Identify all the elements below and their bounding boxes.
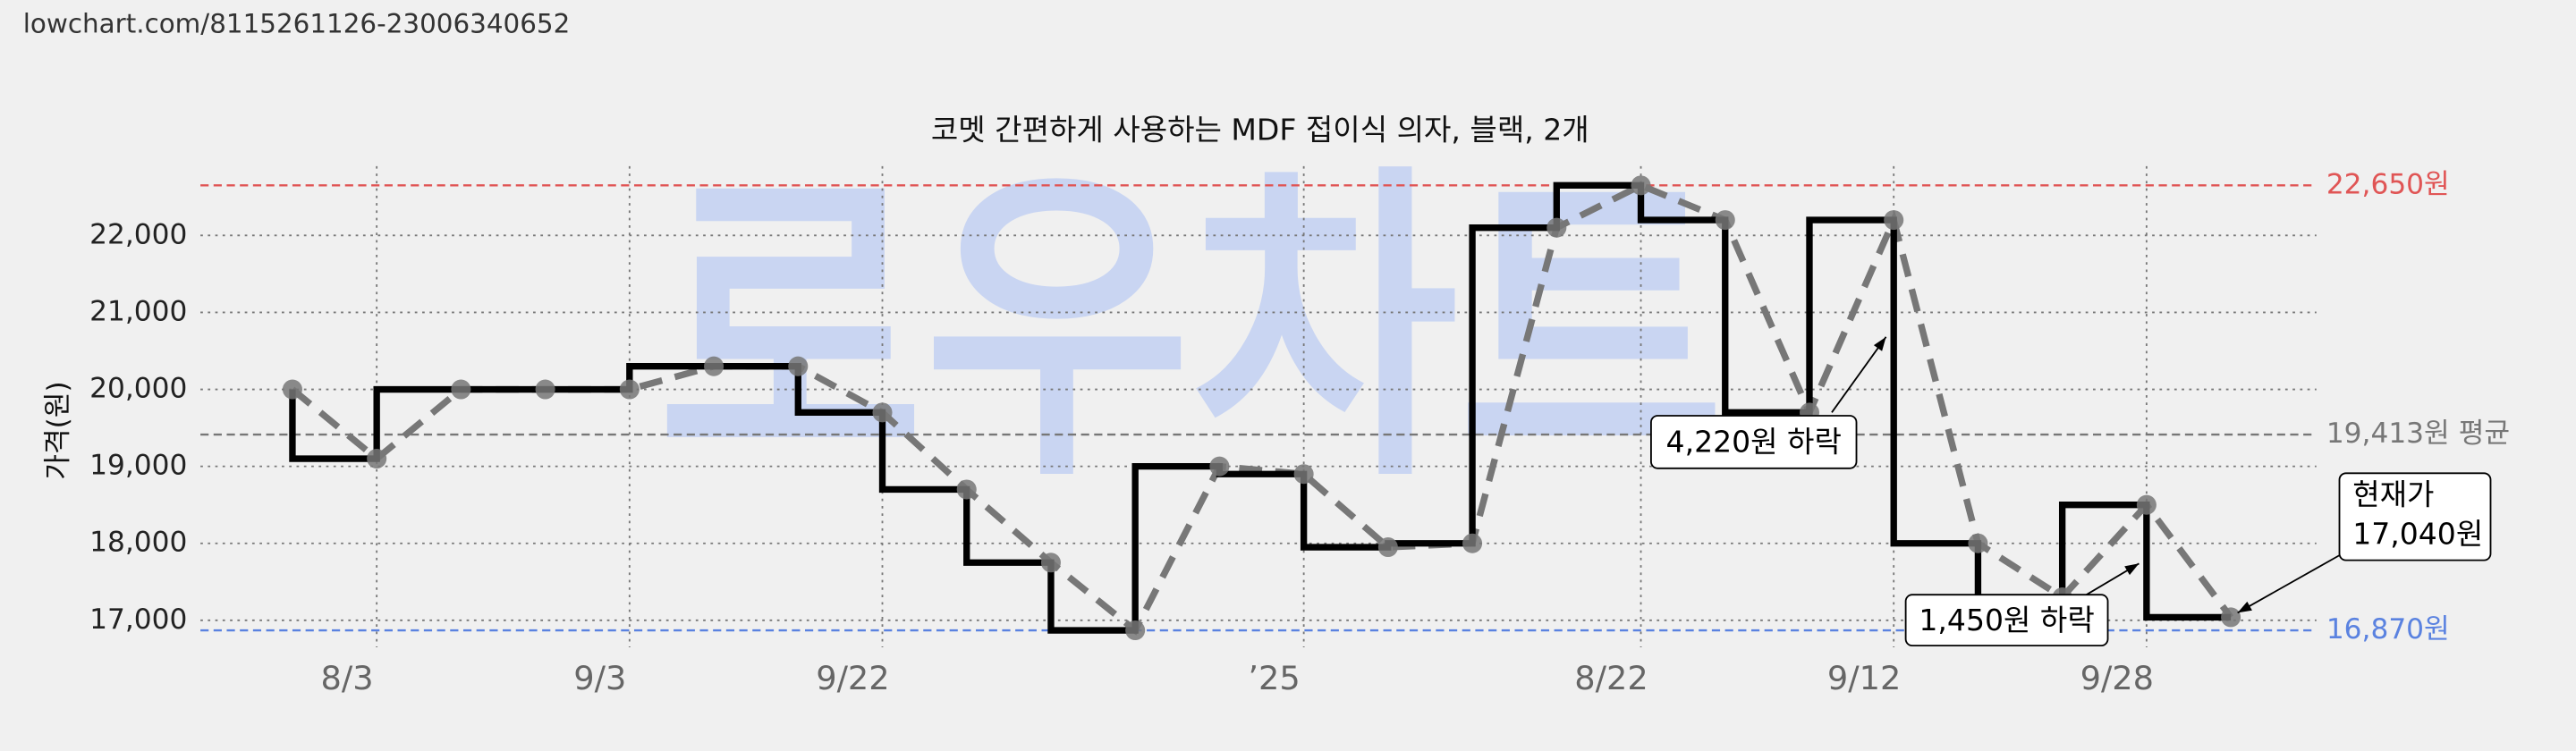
url: lowchart.com/8115261126-23006340652 xyxy=(23,8,571,38)
annotation-box xyxy=(2338,472,2492,561)
price-point xyxy=(451,379,471,400)
price-point xyxy=(1631,175,1651,196)
price-point xyxy=(1462,533,1483,553)
annotation-arrow xyxy=(2237,554,2340,614)
price-point xyxy=(535,379,555,400)
price-point xyxy=(956,479,977,500)
price-point xyxy=(1715,210,1735,231)
reference-label: 19,413원 평균 xyxy=(2326,418,2510,450)
x-tick-label: ’25 xyxy=(1248,659,1300,697)
price-point xyxy=(282,379,302,400)
price-point xyxy=(2136,494,2157,515)
x-tick-label: 8/3 xyxy=(321,659,374,697)
price-point xyxy=(1209,456,1230,477)
price-point xyxy=(1040,553,1061,573)
annotation-text: 현재가 xyxy=(2352,477,2434,512)
y-tick-label: 17,000 xyxy=(89,603,187,636)
annotation-box xyxy=(1650,415,1858,469)
price-point xyxy=(1293,464,1314,485)
y-axis-label: 가격(원) xyxy=(42,381,74,480)
price-point xyxy=(1884,210,1904,231)
price-point xyxy=(704,356,724,376)
annotation-arrowhead xyxy=(1873,336,1886,351)
annotation-text: 1,450원 하락 xyxy=(1919,603,2094,637)
annotation-box xyxy=(1904,594,2109,647)
y-tick-label: 21,000 xyxy=(89,295,187,327)
price-point xyxy=(1968,533,1988,553)
annotation-text: 17,040원 xyxy=(2352,517,2483,552)
x-tick-label: 9/28 xyxy=(2080,659,2154,697)
y-tick-label: 20,000 xyxy=(89,373,187,405)
x-tick-label: 8/22 xyxy=(1574,659,1648,697)
annotation-arrowhead xyxy=(2124,563,2140,576)
y-tick-label: 22,000 xyxy=(89,218,187,250)
x-tick-label: 9/22 xyxy=(816,659,889,697)
y-tick-label: 18,000 xyxy=(89,527,187,559)
price-point xyxy=(619,379,640,400)
chart-title: 코멧 간편하게 사용하는 MDF 접이식 의자, 블랙, 2개 xyxy=(931,113,1589,148)
y-tick-label: 19,000 xyxy=(89,450,187,482)
reference-label: 16,870원 xyxy=(2326,613,2450,646)
price-point xyxy=(1546,217,1567,238)
price-point xyxy=(2221,607,2241,628)
annotation-arrow xyxy=(1831,336,1887,413)
price-point xyxy=(367,448,387,469)
annotation-arrowhead xyxy=(2237,601,2252,613)
price-point xyxy=(1125,620,1146,641)
price-point xyxy=(788,356,809,376)
reference-label: 22,650원 xyxy=(2326,168,2450,200)
watermark: 로우차트 xyxy=(657,139,1725,521)
price-step-line xyxy=(289,181,2232,634)
annotation-text: 4,220원 하락 xyxy=(1666,425,1842,460)
price-point xyxy=(1377,537,1398,558)
x-tick-label: 9/12 xyxy=(1827,659,1901,697)
x-tick-label: 9/3 xyxy=(573,659,626,697)
price-point xyxy=(872,402,893,423)
